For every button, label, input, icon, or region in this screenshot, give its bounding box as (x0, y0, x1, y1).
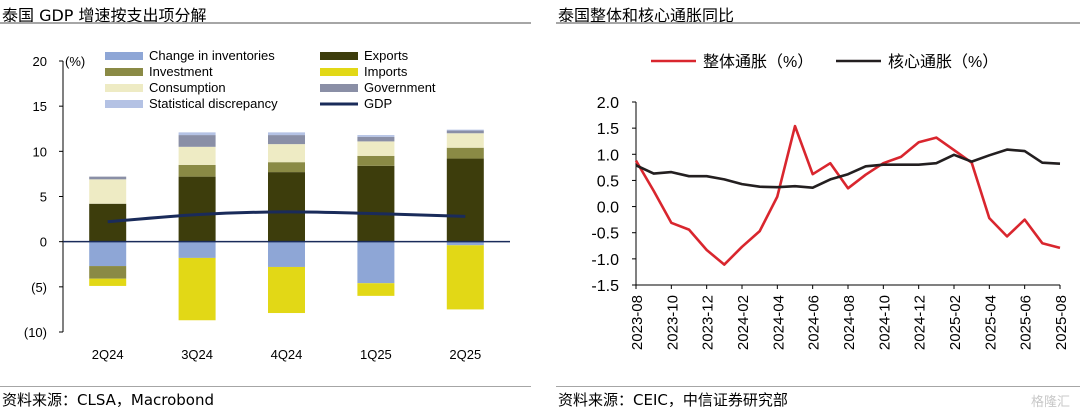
bar-segment-imports (446, 245, 484, 310)
left-source-divider (0, 386, 531, 387)
x-tick-label: 2025-02 (947, 295, 964, 350)
bar-segment-government (268, 135, 305, 145)
y-tick-label: (5) (31, 280, 47, 295)
bar-segment-investment (268, 162, 305, 173)
legend-swatch (105, 100, 143, 108)
x-tick-label: 2025-06 (1018, 295, 1035, 350)
right-title-divider (556, 22, 1080, 24)
bar-segment-change-in-inventories (268, 241, 305, 267)
bar-segment-statistical-discrepancy (446, 129, 484, 131)
bar-segment-change-in-inventories (89, 241, 127, 267)
y-unit-label: (%) (65, 54, 85, 69)
legend-label: Imports (364, 64, 408, 79)
legend-label: Investment (149, 64, 213, 79)
y-tick-label: -1.0 (591, 252, 619, 269)
right-chart-title: 泰国整体和核心通胀同比 (558, 6, 735, 25)
series-line (635, 148, 1061, 189)
x-tick-label: 3Q24 (181, 347, 213, 362)
x-tick-label: 2Q25 (449, 347, 481, 362)
bar-segment-change-in-inventories (446, 241, 484, 246)
bar-segment-change-in-inventories (357, 241, 395, 284)
x-tick-label: 2025-08 (1053, 295, 1070, 350)
bar-segment-exports (89, 203, 127, 242)
bar-segment-consumption (446, 133, 484, 148)
bar-segment-government (89, 176, 127, 180)
bar-segment-statistical-discrepancy (268, 132, 305, 136)
bar-segment-consumption (357, 141, 395, 156)
legend-label: GDP (364, 96, 392, 111)
bar-segment-consumption (89, 179, 127, 204)
bar-segment-exports (446, 158, 484, 242)
legend-swatch (320, 52, 358, 60)
x-tick-label: 2024-04 (770, 295, 787, 350)
bar-segment-consumption (178, 146, 216, 165)
x-tick-label: 2024-02 (735, 295, 752, 350)
x-tick-label: 2025-04 (982, 295, 999, 350)
x-tick-label: 4Q24 (271, 347, 303, 362)
bar-segment-government (446, 130, 484, 134)
bar-segment-exports (268, 172, 305, 242)
left-chart-title: 泰国 GDP 增速按支出项分解 (2, 6, 207, 25)
y-tick-label: (10) (24, 325, 47, 340)
y-tick-label: 0.0 (597, 200, 619, 217)
legend-label: Consumption (149, 80, 226, 95)
bar-segment-government (357, 136, 395, 142)
y-tick-label: 5 (40, 190, 47, 205)
legend-label: 整体通胀（%） (703, 53, 813, 71)
legend-label: Exports (364, 48, 409, 63)
x-tick-label: 2023-08 (629, 295, 646, 350)
bar-segment-exports (178, 176, 216, 242)
bar-segment-statistical-discrepancy (178, 132, 216, 136)
y-tick-label: 2.0 (597, 95, 619, 112)
legend-swatch (105, 68, 143, 76)
legend-swatch (105, 52, 143, 60)
y-tick-label: 20 (33, 54, 47, 69)
y-tick-label: 10 (33, 144, 47, 159)
bar-segment-investment (357, 155, 395, 166)
y-tick-label: 15 (33, 99, 47, 114)
x-tick-label: 2023-10 (664, 295, 681, 350)
y-tick-label: -0.5 (591, 226, 619, 243)
x-tick-label: 2024-10 (876, 295, 893, 350)
legend-label: Statistical discrepancy (149, 96, 278, 111)
bar-segment-imports (357, 283, 395, 296)
right-source-divider (556, 386, 1080, 387)
legend-label: 核心通胀（%） (888, 53, 998, 71)
left-source-note: 资料来源：CLSA，Macrobond (2, 391, 215, 409)
watermark-logo: 格隆汇 (1030, 395, 1070, 410)
gdp-decomposition-chart: (10) (5) 0 5 10 15 20 (%) 2Q24 3Q24 4Q24 1Q25 2Q25 Ch… (24, 48, 510, 362)
legend-swatch (320, 68, 358, 76)
y-tick-label: 1.5 (597, 121, 619, 138)
bar-segment-investment (178, 164, 216, 177)
gdp-series-line (107, 210, 466, 224)
bar-segment-consumption (268, 144, 305, 163)
y-tick-label: 0.5 (597, 173, 619, 190)
x-tick-label: 2024-12 (912, 295, 929, 350)
x-tick-label: 1Q25 (360, 347, 392, 362)
x-tick-label: 2Q24 (92, 347, 124, 362)
legend-swatch (105, 84, 143, 92)
bar-segment-imports (268, 266, 305, 314)
y-tick-label: 1.0 (597, 147, 619, 164)
x-tick-label: 2024-08 (841, 295, 858, 350)
right-source-note: 资料来源：CEIC，中信证券研究部 (558, 391, 788, 409)
bar-segment-government (178, 135, 216, 147)
legend-swatch (320, 84, 358, 92)
bar-segment-exports (357, 165, 395, 242)
y-tick-label: 0 (40, 235, 47, 250)
bar-segment-imports (89, 278, 127, 286)
legend-label: Government (364, 80, 436, 95)
bar-segment-investment (446, 147, 484, 159)
x-tick-label: 2024-06 (806, 295, 823, 350)
y-tick-label: -1.5 (591, 278, 619, 295)
bar-segment-statistical-discrepancy (357, 135, 395, 137)
legend-label: Change in inventories (149, 48, 275, 63)
series-line (634, 124, 1061, 266)
x-tick-label: 2023-12 (700, 295, 717, 350)
bar-segment-investment (89, 266, 127, 279)
inflation-line-chart: 2.0 1.5 1.0 0.5 0.0 -0.5 -1.0 -1.5 2023-08 2023-1… (591, 53, 1070, 350)
bar-segment-change-in-inventories (178, 241, 216, 258)
left-title-divider (0, 22, 531, 24)
bar-segment-imports (178, 257, 216, 321)
